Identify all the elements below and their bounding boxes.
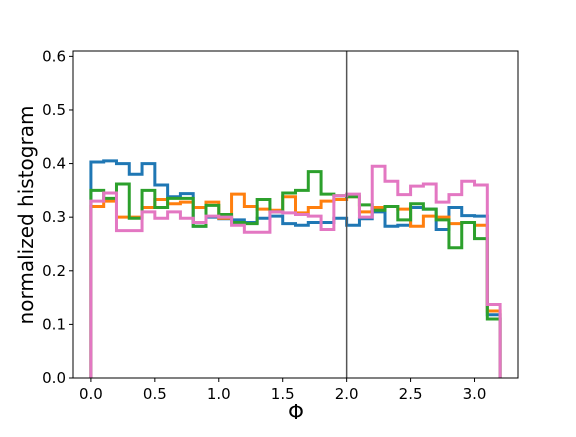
x-axis: 0.0 0.5 1.0 1.5 2.0 2.5 3.0 xyxy=(79,378,486,403)
y-tick-label: 0.5 xyxy=(42,101,66,119)
x-tick-label: 1.0 xyxy=(207,385,231,403)
x-tick-label: 3.0 xyxy=(463,385,487,403)
y-tick-label: 0.3 xyxy=(42,208,66,226)
y-tick-label: 0.0 xyxy=(42,369,66,387)
y-tick-label: 0.1 xyxy=(42,315,66,333)
plot-area xyxy=(72,50,519,379)
x-tick-label: 0.5 xyxy=(143,385,167,403)
y-tick-label: 0.4 xyxy=(42,155,66,173)
x-tick-label: 2.0 xyxy=(335,385,359,403)
y-tick-label: 0.6 xyxy=(42,47,66,65)
x-tick-label: 2.5 xyxy=(399,385,423,403)
x-tick-label: 1.5 xyxy=(271,385,295,403)
axes-frame xyxy=(72,50,519,379)
y-axis: 0.0 0.1 0.2 0.3 0.4 0.5 0.6 xyxy=(42,47,73,387)
x-tick-label: 0.0 xyxy=(79,385,103,403)
histogram-series-3 xyxy=(89,170,502,378)
x-axis-label: Φ xyxy=(288,400,304,424)
y-axis-label: normalized histogram xyxy=(14,106,38,325)
histogram-series-4 xyxy=(89,164,502,378)
y-tick-label: 0.2 xyxy=(42,262,66,280)
